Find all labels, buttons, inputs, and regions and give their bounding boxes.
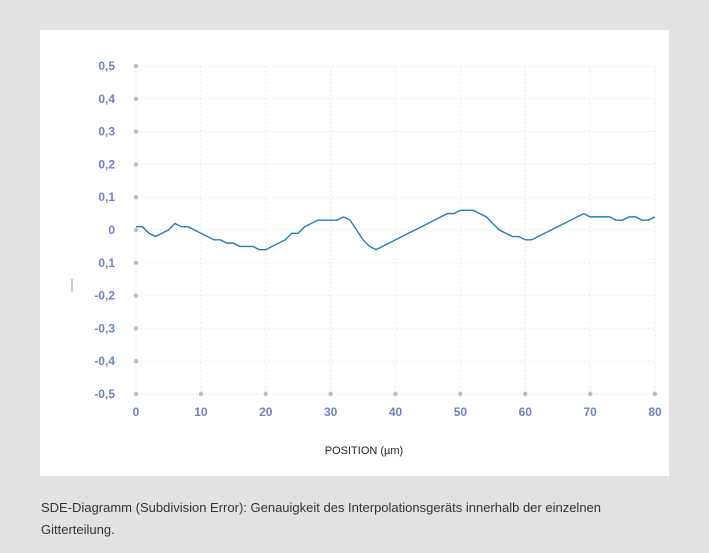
y-tick-label: 0 xyxy=(108,223,115,237)
y-tick-label: 0,1 xyxy=(98,256,115,270)
y-tick-marker xyxy=(133,359,139,364)
x-tick-marker xyxy=(523,391,528,397)
x-tick-label: 60 xyxy=(519,405,533,419)
y-tick-marker xyxy=(133,293,139,298)
x-tick-label: 30 xyxy=(324,405,338,419)
x-tick-marker xyxy=(458,391,463,397)
series-line xyxy=(136,209,656,251)
y-tick-marker xyxy=(133,96,139,102)
y-tick-label: 0,4 xyxy=(98,92,115,106)
y-tick-label: -0,4 xyxy=(94,354,115,368)
x-tick-marker xyxy=(393,391,398,397)
x-tick-marker xyxy=(263,391,268,397)
y-tick-marker xyxy=(133,391,139,397)
x-axis-tick-labels: 0 10 20 30 40 50 60 70 80 xyxy=(133,405,662,419)
y-tick-marker xyxy=(133,162,139,167)
x-tick-label: 20 xyxy=(259,405,273,419)
x-tick-marker xyxy=(328,391,333,397)
y-tick-label: 0,3 xyxy=(98,125,115,139)
x-tick-label: 0 xyxy=(133,405,140,419)
y-tick-marker xyxy=(133,63,139,69)
grid xyxy=(135,65,656,395)
y-tick-label: -0,5 xyxy=(94,387,115,401)
y-tick-label: 0,5 xyxy=(98,59,115,73)
y-tick-marker xyxy=(133,195,139,200)
x-tick-label: 50 xyxy=(454,405,468,419)
y-axis-tick-labels: 0,5 0,4 0,3 0,2 0,1 0 0,1 -0,2 -0,3 -0,4 -0,5 xyxy=(94,59,115,401)
y-tick-marker xyxy=(133,227,139,233)
y-tick-marker xyxy=(133,129,139,134)
x-tick-label: 10 xyxy=(194,405,208,419)
x-axis-label: POSITION (µm) xyxy=(325,445,403,457)
x-tick-marker xyxy=(198,391,204,397)
y-tick-marker xyxy=(133,260,139,265)
y-tick-label: 0,2 xyxy=(98,157,115,171)
sde-chart: 0,5 0,4 0,3 0,2 0,1 0 0,1 -0,2 -0,3 -0,4 -0,5 0 10 2… xyxy=(71,59,662,457)
x-tick-label: 80 xyxy=(648,405,662,419)
x-tick-marker xyxy=(652,391,658,397)
y-tick-label: -0,2 xyxy=(94,289,115,303)
x-tick-label: 70 xyxy=(583,405,597,419)
tick-markers xyxy=(133,63,658,397)
y-tick-marker xyxy=(133,326,139,331)
figure-caption: SDE-Diagramm (Subdivision Error): Genaui… xyxy=(41,500,602,537)
y-tick-label: -0,3 xyxy=(94,321,115,335)
chart-panel: 0,5 0,4 0,3 0,2 0,1 0 0,1 -0,2 -0,3 -0,4 -0,5 0 10 2… xyxy=(40,30,669,476)
x-tick-label: 40 xyxy=(389,405,403,419)
x-tick-marker xyxy=(587,391,593,397)
y-tick-label: 0,1 xyxy=(98,190,115,204)
